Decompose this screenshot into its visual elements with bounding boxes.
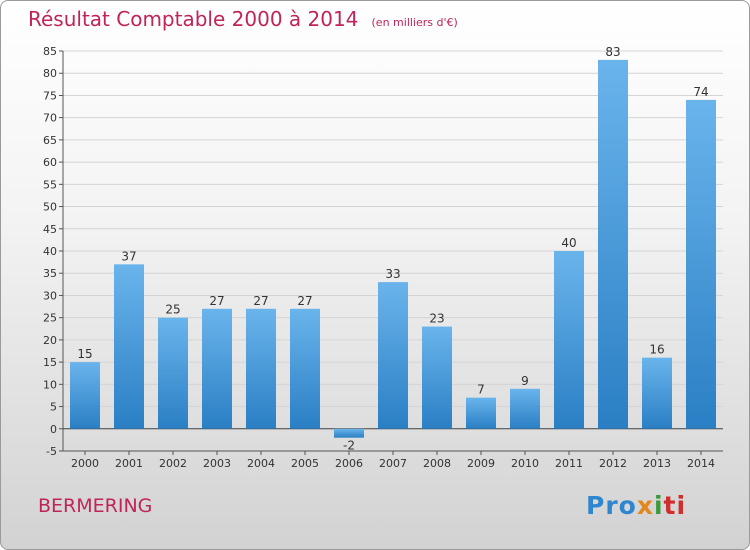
bar: [290, 308, 320, 429]
y-tick-label: 55: [43, 178, 57, 191]
bar: [334, 428, 364, 438]
chart-title-block: Résultat Comptable 2000 à 2014 (en milli…: [28, 7, 458, 31]
y-tick-label: 70: [43, 112, 57, 125]
y-tick-label: 60: [43, 156, 57, 169]
data-label: 16: [649, 343, 664, 357]
data-label: 23: [429, 312, 444, 326]
y-tick-label: 15: [43, 356, 57, 369]
x-tick-label: 2002: [159, 457, 187, 470]
y-tick-label: 25: [43, 312, 57, 325]
bar: [158, 317, 188, 429]
y-tick-label: 0: [50, 423, 57, 436]
x-tick-label: 2003: [203, 457, 231, 470]
y-tick-label: 20: [43, 334, 57, 347]
chart-unit-note: (en milliers d'€): [371, 16, 458, 29]
bar: [422, 326, 452, 429]
data-label: 83: [605, 45, 620, 59]
y-tick-label: -5: [46, 445, 57, 458]
x-tick-label: 2012: [599, 457, 627, 470]
bar: [246, 308, 276, 429]
bar: [642, 357, 672, 429]
y-tick-label: 50: [43, 201, 57, 214]
data-label: 37: [121, 249, 136, 263]
y-tick-label: 80: [43, 67, 57, 80]
logo-part-2: x: [636, 491, 654, 520]
bar: [466, 397, 496, 429]
data-label: 27: [253, 294, 268, 308]
data-label: 25: [165, 303, 180, 317]
logo-part-1: Pro: [586, 491, 637, 520]
commune-name: BERMERING: [38, 495, 153, 517]
x-tick-label: 2007: [379, 457, 407, 470]
bar: [70, 362, 100, 429]
x-tick-label: 2006: [335, 457, 363, 470]
bar: [554, 251, 584, 429]
y-tick-label: 85: [43, 45, 57, 58]
data-label: 27: [209, 294, 224, 308]
x-tick-label: 2014: [687, 457, 715, 470]
x-tick-label: 2010: [511, 457, 539, 470]
y-tick-label: 45: [43, 223, 57, 236]
data-label: 7: [477, 383, 485, 397]
data-label: 74: [693, 85, 708, 99]
bar: [510, 388, 540, 429]
x-tick-label: 2009: [467, 457, 495, 470]
x-tick-label: 2004: [247, 457, 275, 470]
x-tick-label: 2000: [71, 457, 99, 470]
data-label: 33: [385, 267, 400, 281]
proxiti-logo: Proxiti: [586, 491, 686, 520]
data-label: -2: [343, 439, 355, 453]
bar: [202, 308, 232, 429]
data-label: 27: [297, 294, 312, 308]
data-label: 9: [521, 374, 529, 388]
x-tick-label: 2001: [115, 457, 143, 470]
data-label: 40: [561, 236, 576, 250]
bar: [378, 282, 408, 429]
y-tick-label: 10: [43, 378, 57, 391]
bar: [114, 264, 144, 429]
y-tick-label: 65: [43, 134, 57, 147]
x-tick-label: 2005: [291, 457, 319, 470]
y-tick-label: 40: [43, 245, 57, 258]
y-tick-label: 30: [43, 289, 57, 302]
x-tick-label: 2008: [423, 457, 451, 470]
x-tick-label: 2013: [643, 457, 671, 470]
y-tick-label: 5: [50, 401, 57, 414]
x-tick-label: 2011: [555, 457, 583, 470]
logo-part-4: ti: [663, 491, 687, 520]
logo-part-3: i: [653, 491, 664, 520]
bar: [598, 59, 628, 429]
chart-title: Résultat Comptable 2000 à 2014: [28, 7, 359, 31]
data-label: 15: [77, 347, 92, 361]
y-tick-label: 75: [43, 89, 57, 102]
bar: [686, 99, 716, 429]
y-tick-label: 35: [43, 267, 57, 280]
